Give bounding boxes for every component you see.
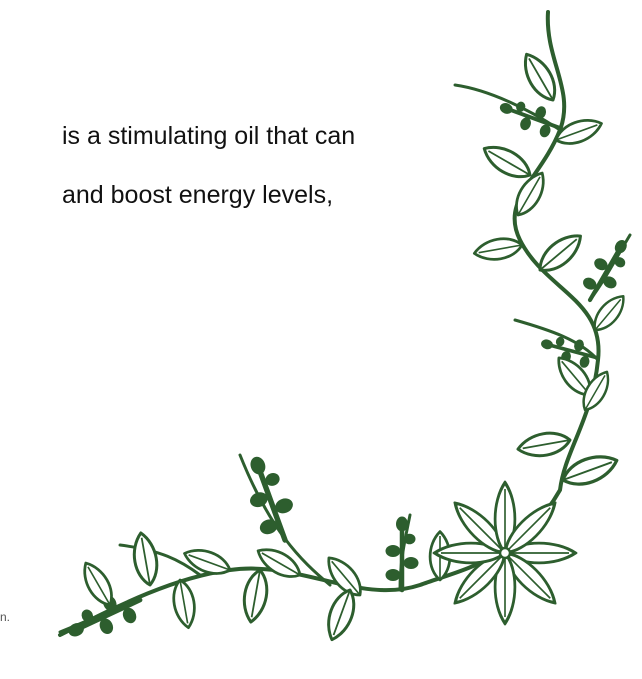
vine-decoration [0,0,642,679]
page: {"text_lines": ["is a stimulating oil th… [0,0,642,679]
